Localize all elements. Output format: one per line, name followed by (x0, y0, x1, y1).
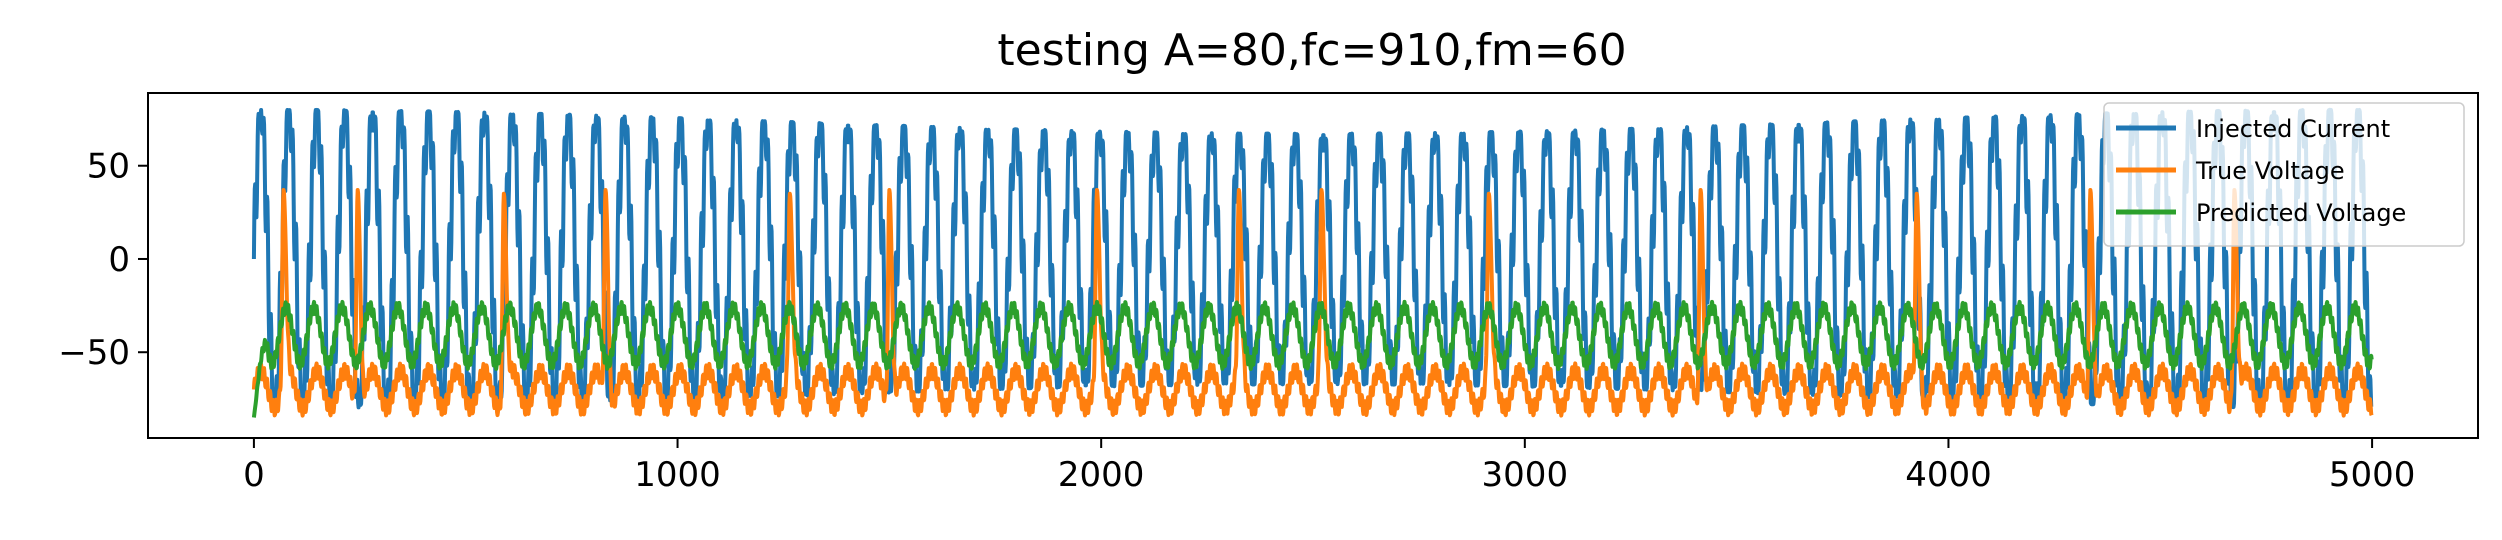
x-tick-label: 5000 (2329, 455, 2416, 495)
x-axis: 0 1000 2000 3000 4000 5000 (243, 438, 2415, 495)
legend-label-predicted-voltage: Predicted Voltage (2196, 199, 2406, 227)
y-tick-label: 50 (87, 147, 130, 187)
legend-label-true-voltage: True Voltage (2195, 157, 2345, 185)
series-layer (251, 107, 2374, 418)
x-tick-label: 0 (243, 455, 265, 495)
series-true-voltage (251, 187, 2374, 418)
plot-frame (147, 92, 2479, 439)
x-tick-label: 1000 (634, 455, 721, 495)
chart-title: testing A=80,fc=910,fm=60 (997, 25, 1626, 76)
y-tick-label: 0 (108, 240, 130, 280)
legend: Injected Current True Voltage Predicted … (2103, 102, 2465, 247)
x-tick-label: 3000 (1482, 455, 1569, 495)
y-axis: 50 0 −50 (58, 147, 148, 373)
legend-label-injected-current: Injected Current (2196, 115, 2390, 143)
y-tick-label: −50 (58, 333, 130, 373)
series-predicted-voltage (251, 299, 2374, 418)
x-tick-label: 2000 (1058, 455, 1145, 495)
legend-box (2103, 102, 2465, 247)
x-tick-label: 4000 (1905, 455, 1992, 495)
